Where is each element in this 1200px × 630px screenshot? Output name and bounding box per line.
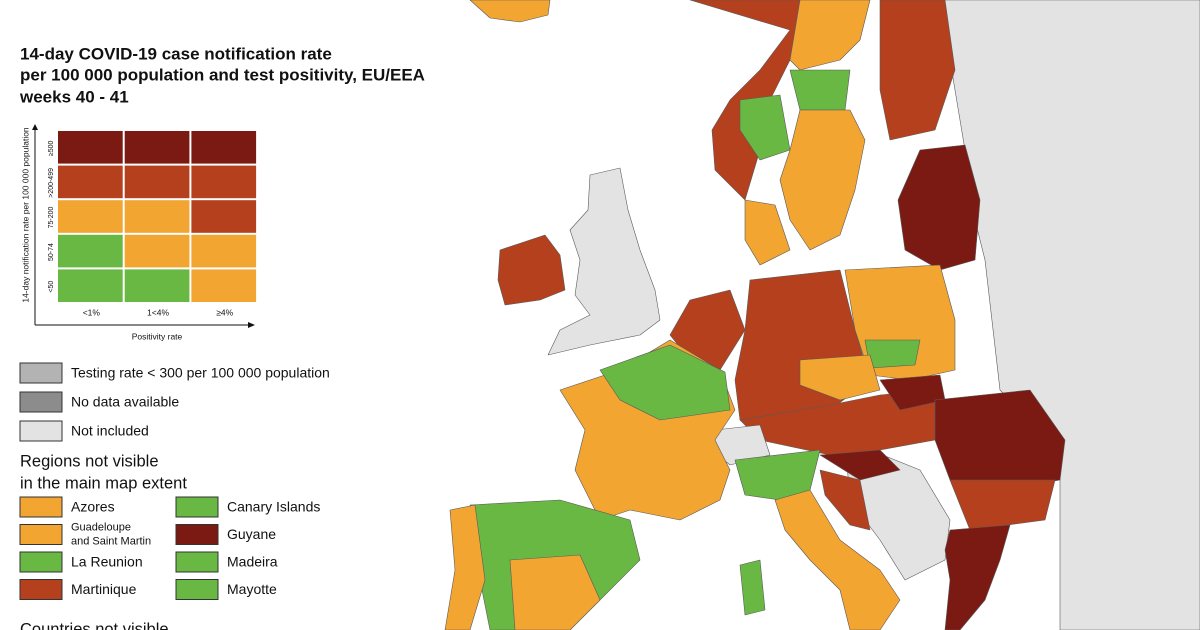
title-line: weeks 40 - 41 [19, 87, 129, 106]
title-line: 14-day COVID-19 case notification rate [20, 44, 332, 63]
land-not-included [547, 167, 661, 356]
region-swatch [19, 524, 63, 545]
map [444, 0, 1200, 630]
arrow-head [248, 322, 255, 328]
region-swatch [175, 579, 219, 600]
region-swatch [19, 496, 63, 518]
matrix-cell [124, 200, 190, 233]
row-label: 75-200 [48, 206, 55, 228]
land-darkred [819, 449, 901, 481]
land-orange [469, 0, 551, 23]
land-green [599, 344, 731, 421]
matrix-y-label: 14-day notification rate per 100 000 pop… [20, 127, 30, 303]
matrix-cell [124, 165, 190, 199]
legend-swatch [19, 362, 63, 384]
matrix-cell [58, 269, 123, 302]
land-red [879, 0, 956, 141]
regions-heading: Regions not visible [20, 452, 159, 470]
title-block: 14-day COVID-19 case notification rate p… [19, 44, 425, 106]
matrix-cell [191, 131, 257, 164]
region-label: La Reunion [71, 554, 143, 570]
region-swatch [19, 551, 63, 573]
legend-swatch [19, 420, 63, 442]
legend-label: Not included [71, 423, 149, 439]
land-red [949, 479, 1056, 531]
regions-heading: in the main map extent [20, 474, 187, 492]
land-orange [774, 489, 901, 630]
matrix-cell [191, 269, 257, 302]
row-label: <50 [48, 281, 55, 293]
land-green [864, 339, 921, 369]
title-line: per 100 000 population and test positivi… [20, 65, 425, 84]
status-legend: Regions not visible in the main map exte… [19, 362, 330, 630]
matrix-cell [124, 269, 190, 302]
row-label: 50-74 [48, 243, 55, 261]
matrix-cell [58, 234, 123, 268]
land-red [497, 234, 566, 306]
land-orange [779, 109, 866, 251]
region-label: Madeira [227, 554, 278, 570]
region-label: Guyane [227, 526, 276, 542]
row-label: ≥500 [48, 140, 55, 156]
matrix-cell [58, 165, 123, 199]
region-label: Mayotte [227, 581, 277, 597]
arrow-head [32, 124, 38, 130]
land-orange [444, 504, 486, 630]
land-orange [744, 199, 791, 266]
matrix-cell [191, 200, 257, 233]
land-orange [509, 554, 601, 630]
row-label: >200-499 [48, 168, 55, 198]
matrix-cell [124, 131, 190, 164]
region-swatch [175, 496, 219, 518]
legend-matrix: 14-day notification rate per 100 000 pop… [20, 124, 257, 341]
region-label: Guadeloupe and Saint Martin [71, 521, 151, 547]
region-swatch [175, 524, 219, 545]
column-label: 1<4% [147, 307, 169, 317]
column-label: <1% [83, 307, 101, 317]
matrix-x-label: Positivity rate [132, 331, 183, 341]
region-label: Canary Islands [227, 499, 320, 515]
column-label: ≥4% [216, 307, 233, 317]
land-green [739, 94, 791, 161]
legend-label: Testing rate < 300 per 100 000 populatio… [71, 365, 330, 381]
land-darkred [897, 144, 981, 271]
land-green [789, 69, 851, 111]
land-darkred [944, 524, 1011, 630]
land-orange [799, 354, 881, 401]
matrix-cell [58, 131, 123, 164]
region-swatch [175, 551, 219, 573]
matrix-cell [191, 234, 257, 268]
legend-label: No data available [71, 394, 179, 410]
region-label: Martinique [71, 581, 137, 597]
region-swatch [19, 579, 63, 600]
countries-heading: Countries not visible [20, 620, 169, 630]
legend-swatch [19, 391, 63, 413]
land-green [739, 559, 766, 616]
matrix-cell [191, 165, 257, 199]
land-orange [789, 0, 871, 71]
region-label: Azores [71, 499, 115, 515]
matrix-cell [124, 234, 190, 268]
land-red [819, 469, 871, 531]
matrix-cell [58, 200, 123, 233]
